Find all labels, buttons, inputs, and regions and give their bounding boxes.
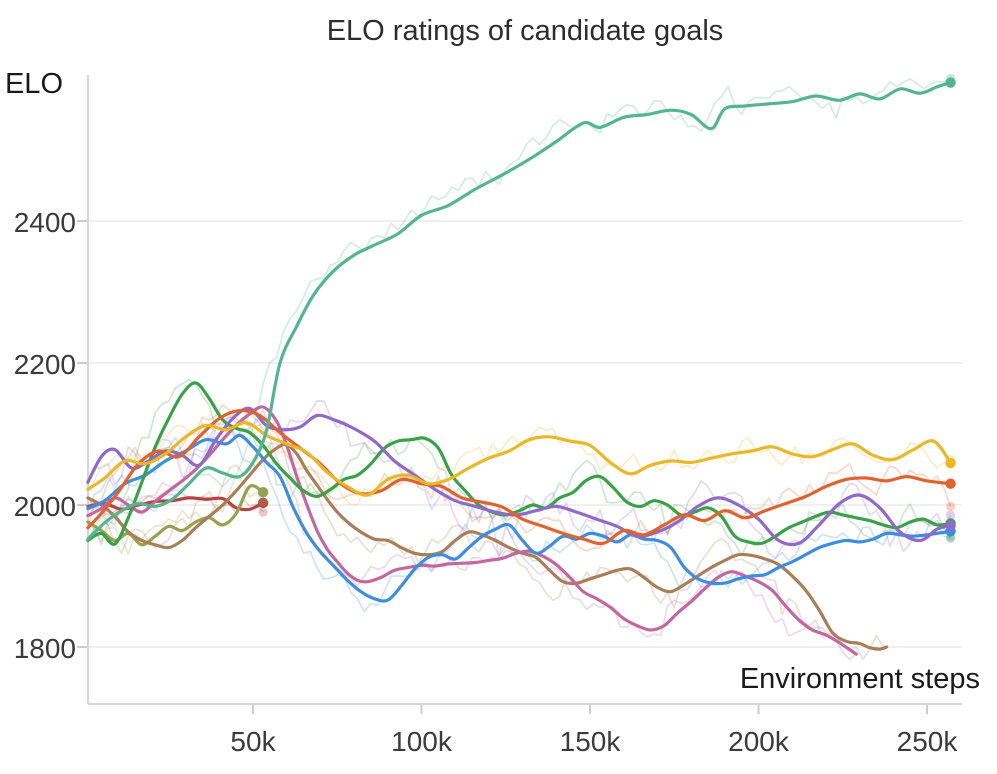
goal-olive-raw-end-dot: [258, 497, 268, 507]
y-axis-label: ELO: [5, 68, 63, 100]
goal-blue-smoothed-line: [86, 433, 953, 603]
goal-olive-raw-line: [87, 474, 264, 555]
goal-gold-end-dot: [945, 457, 956, 469]
x-tick-label-150k: 150k: [560, 726, 622, 757]
goal-purple-smoothed-line: [86, 406, 953, 547]
x-tick-label-100k: 100k: [391, 726, 453, 757]
y-tick-label-2200: 2200: [14, 349, 76, 380]
series-layer: [86, 77, 953, 661]
goal-magenta-smoothed-line: [86, 405, 858, 656]
chart-title: ELO ratings of candidate goals: [327, 15, 724, 47]
x-tick-label-200k: 200k: [728, 726, 790, 757]
goal-orange-end-dot: [945, 478, 956, 489]
goal-crimson-raw-end-dot: [258, 507, 268, 517]
goal-olive-end-dot: [257, 487, 269, 498]
x-tick-label-50k: 50k: [230, 726, 276, 757]
goal-purple-end-dot: [945, 520, 956, 531]
goal-teal-winner-smoothed-line: [86, 81, 953, 541]
axis-layer: 1800 2000 2200 2400 50k 100k 150k 200k 250k: [14, 75, 962, 757]
goal-olive-smoothed-line: [86, 484, 265, 547]
label-layer: ELO ratings of candidate goals ELO Envir…: [5, 15, 980, 695]
goal-gold-smoothed-line: [86, 420, 953, 497]
x-axis-label: Environment steps: [740, 663, 980, 695]
goal-crimson-end-dot: [257, 497, 269, 509]
goal-brown-raw-line: [87, 439, 884, 661]
goal-orange-smoothed-line: [86, 408, 953, 546]
goal-green-raw-end-dot: [945, 533, 956, 543]
y-tick-label-1800: 1800: [14, 633, 76, 664]
goal-green-raw-line: [87, 378, 952, 557]
y-tick-label-2400: 2400: [14, 207, 76, 238]
y-tick-label-2000: 2000: [14, 491, 76, 522]
goal-teal-winner-end-dot: [945, 77, 956, 88]
goal-purple-raw-end-dot: [945, 510, 956, 520]
end-dot-layer: [257, 73, 956, 543]
goal-orange-raw-end-dot: [945, 501, 956, 512]
x-tick-label-250k: 250k: [897, 726, 959, 757]
